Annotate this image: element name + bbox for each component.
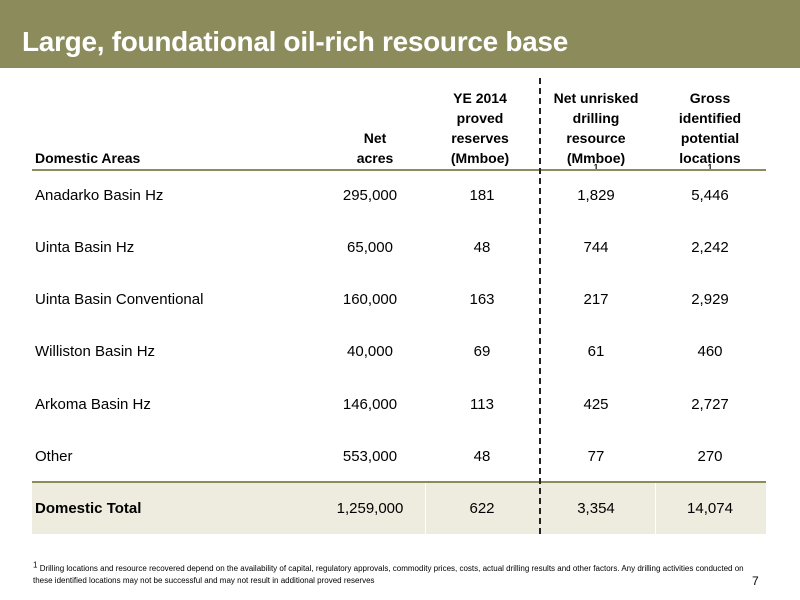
row-area: Anadarko Basin Hz (35, 187, 164, 204)
row-reserves: 181 (469, 187, 495, 204)
header-potential-locations: Gross identified potential locations 1 (678, 90, 742, 172)
header-drilling-resource: Net unrisked drilling resource (Mmboe) 1 (553, 90, 639, 172)
row-locations: 2,242 (691, 239, 729, 256)
row-area: Uinta Basin Conventional (35, 291, 204, 308)
row-acres: 295,000 (342, 187, 398, 204)
row-area: Other (35, 448, 73, 465)
row-locations: 5,446 (691, 187, 729, 204)
total-reserves: 622 (469, 500, 495, 517)
footnote-text: Drilling locations and resource recovere… (33, 564, 744, 585)
row-reserves: 69 (473, 343, 491, 360)
row-resource: 425 (583, 396, 609, 413)
footnote-marker: 1 (33, 560, 38, 570)
row-acres: 146,000 (342, 396, 398, 413)
total-row-background (32, 483, 766, 534)
row-reserves: 48 (473, 448, 491, 465)
page-title: Large, foundational oil-rich resource ba… (22, 26, 568, 57)
row-acres: 160,000 (342, 291, 398, 308)
row-locations: 460 (697, 343, 723, 360)
row-locations: 2,929 (691, 291, 729, 308)
row-locations: 270 (697, 448, 723, 465)
total-locations: 14,074 (687, 500, 733, 517)
row-resource: 744 (583, 239, 609, 256)
footnote: 1 Drilling locations and resource recove… (33, 560, 763, 587)
total-resource: 3,354 (577, 500, 615, 517)
row-area: Arkoma Basin Hz (35, 396, 151, 413)
row-area: Williston Basin Hz (35, 343, 156, 360)
header-net-acres: Net acres (356, 130, 394, 166)
page-number: 7 (752, 574, 759, 588)
header-domestic-areas: Domestic Areas (35, 150, 141, 166)
row-area: Uinta Basin Hz (35, 239, 135, 256)
row-resource: 77 (587, 448, 605, 465)
row-acres: 553,000 (342, 448, 398, 465)
row-resource: 217 (583, 291, 609, 308)
column-divider (655, 483, 656, 534)
row-reserves: 113 (470, 396, 494, 413)
title-bar (0, 0, 800, 68)
dashed-column-separator (539, 78, 541, 534)
row-locations: 2,727 (691, 396, 729, 413)
header-divider (32, 169, 766, 171)
header-proved-reserves: YE 2014 proved reserves (Mmboe) (450, 90, 510, 166)
column-divider (425, 483, 426, 534)
total-label: Domestic Total (35, 500, 142, 517)
row-acres: 40,000 (347, 343, 393, 360)
row-resource: 1,829 (577, 187, 615, 204)
total-acres: 1,259,000 (336, 500, 404, 517)
row-reserves: 163 (469, 291, 495, 308)
row-resource: 61 (587, 343, 605, 360)
row-acres: 65,000 (347, 239, 393, 256)
total-divider (32, 481, 766, 483)
row-reserves: 48 (473, 239, 491, 256)
